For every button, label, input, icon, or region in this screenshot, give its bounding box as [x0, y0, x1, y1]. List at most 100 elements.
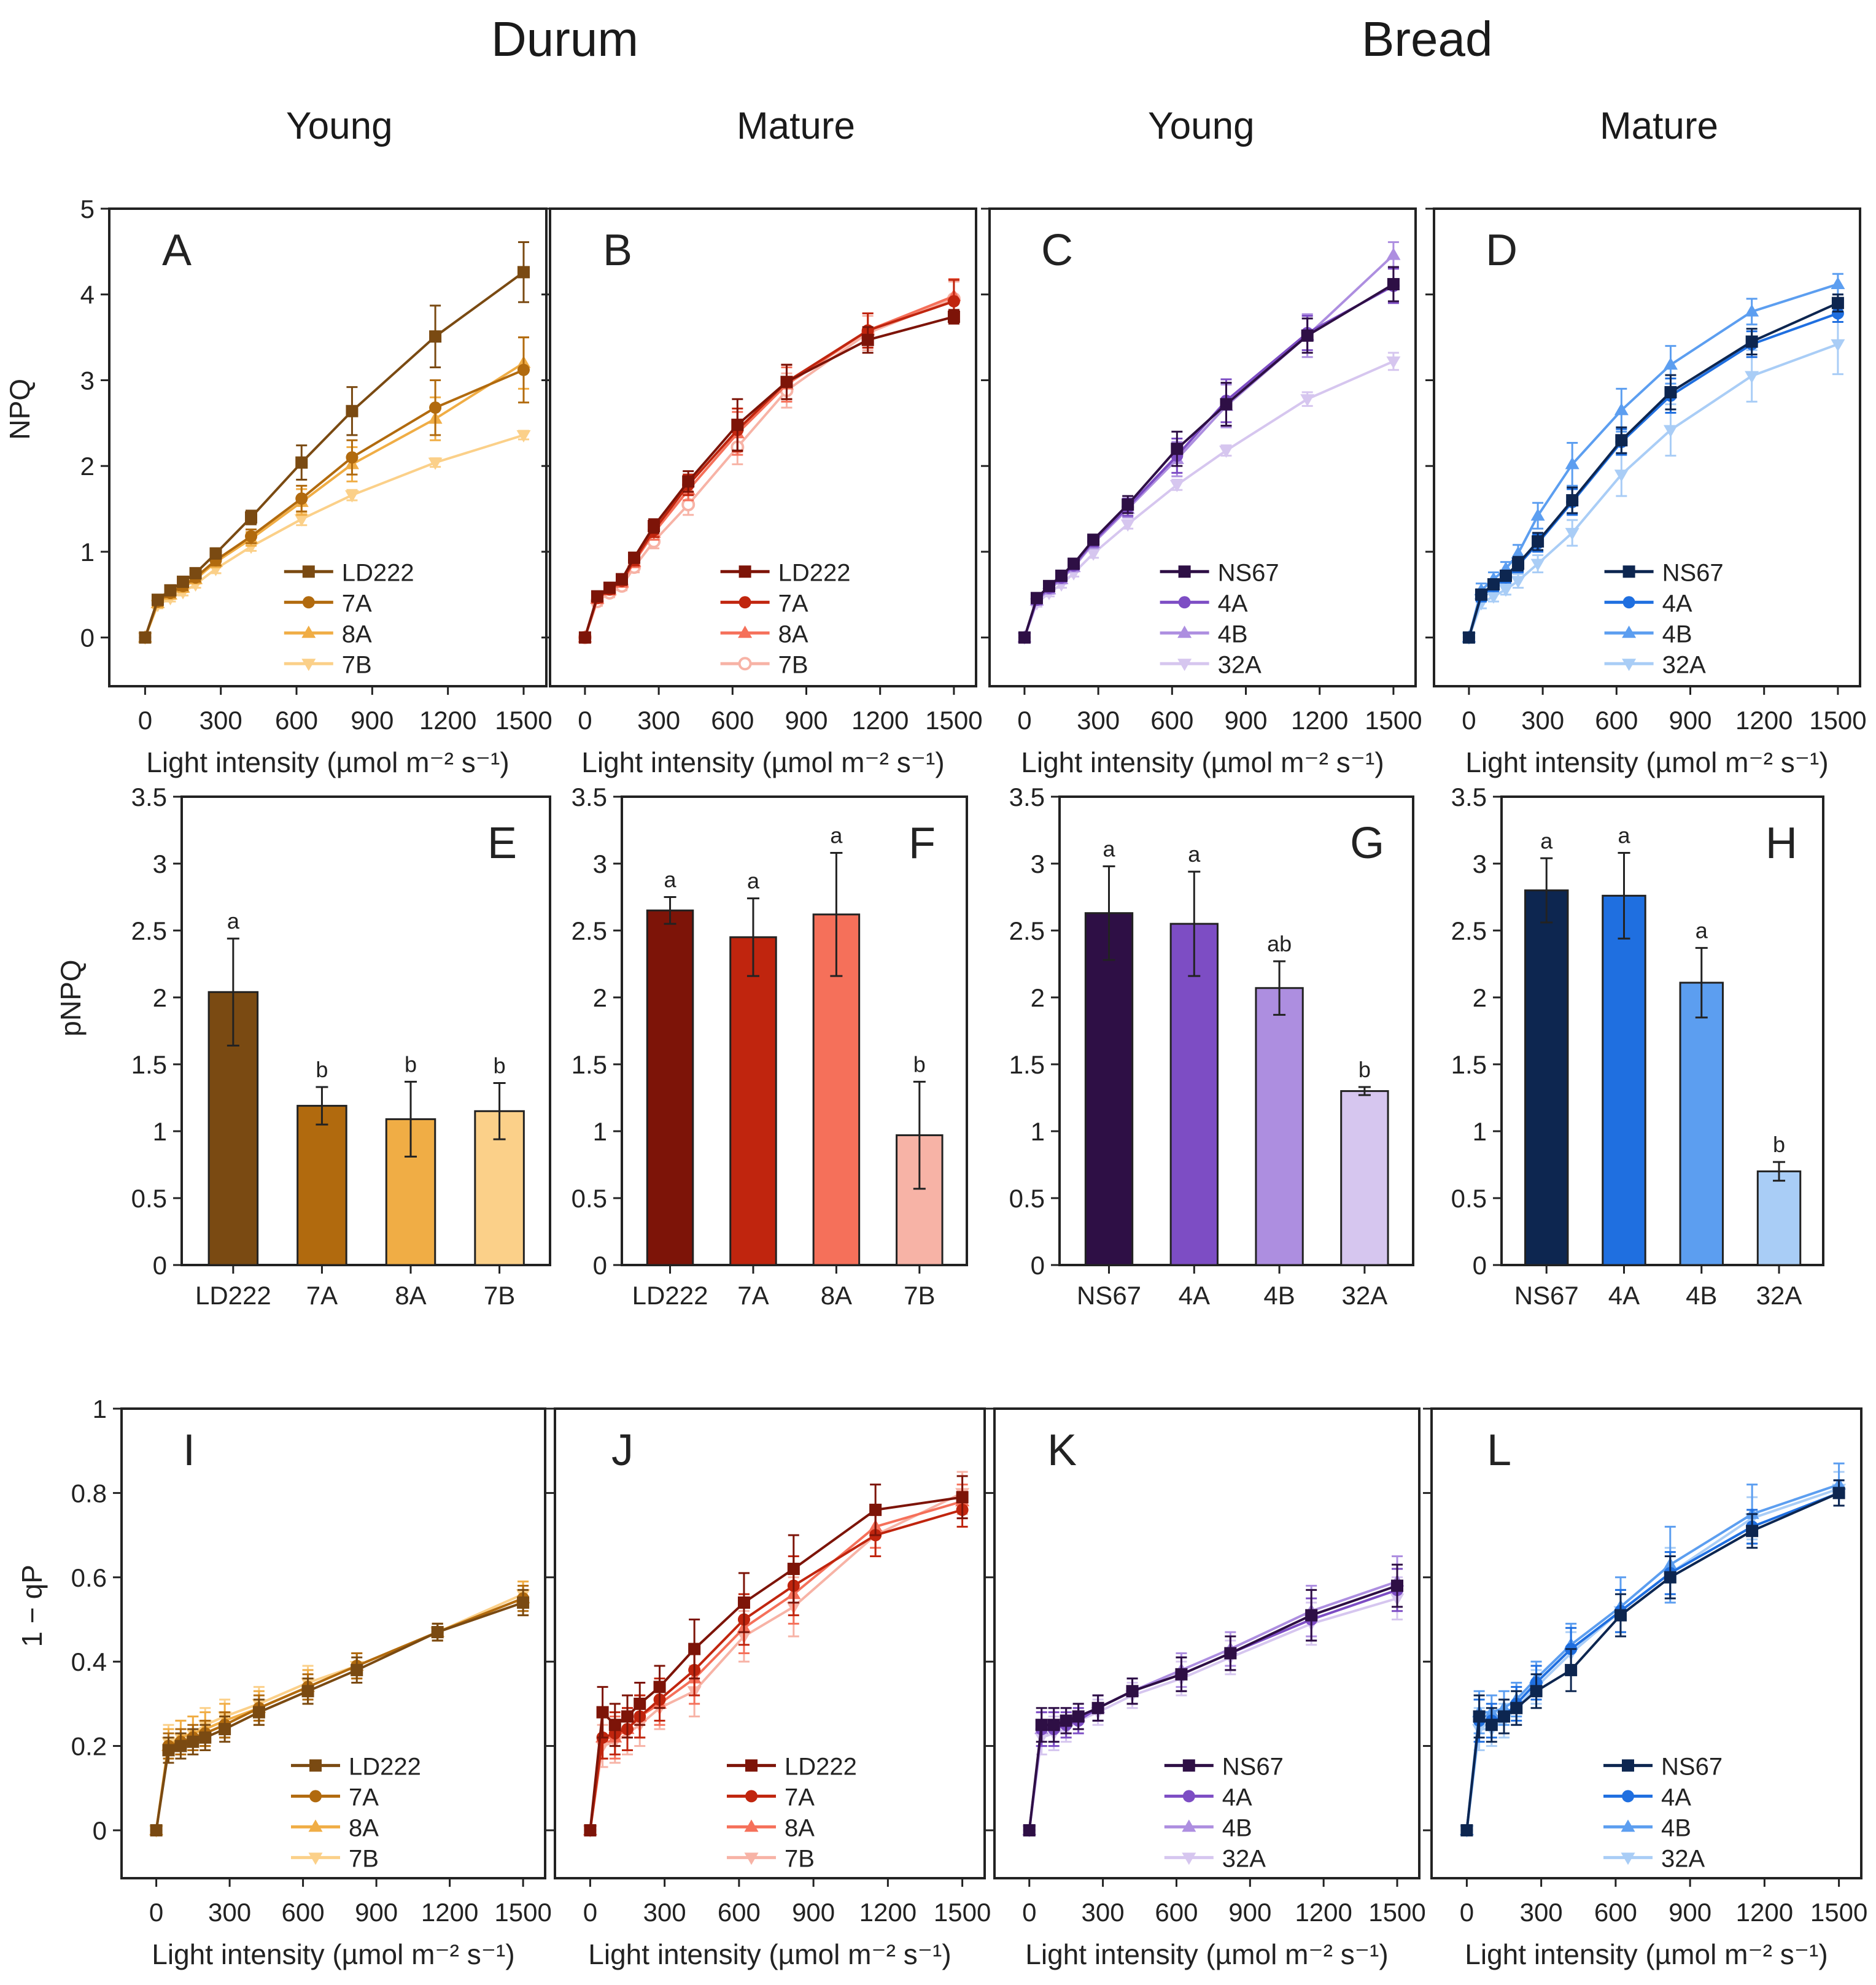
- data-point-ns67: [1530, 1685, 1543, 1698]
- x-tick-label: 600: [1595, 706, 1638, 735]
- legend-label: 7B: [785, 1845, 815, 1872]
- x-tick-label: NS67: [1077, 1281, 1141, 1310]
- significance-letter: b: [913, 1051, 926, 1077]
- series-line-ld222: [589, 1496, 963, 1831]
- data-point-7a: [346, 451, 359, 464]
- series-line-7b: [589, 1492, 963, 1831]
- x-tick-label: 1500: [494, 1898, 551, 1927]
- panel-e-frame: [180, 795, 551, 1266]
- legend-label: NS67: [1218, 559, 1279, 586]
- y-tick-label: 1.5: [1009, 1050, 1045, 1079]
- legend-marker: [738, 596, 751, 609]
- legend-marker: [302, 565, 315, 578]
- x-tick-label: 600: [1155, 1898, 1198, 1927]
- data-point-ns67: [1047, 1719, 1060, 1732]
- legend-marker: [738, 657, 752, 671]
- data-point-ld222: [517, 1596, 530, 1609]
- bar-7a: [729, 936, 777, 1266]
- data-point-4b: [1663, 357, 1678, 370]
- data-point-ns67: [1391, 1579, 1404, 1592]
- legend-marker: [744, 1819, 759, 1832]
- x-tick-label: 600: [1594, 1898, 1637, 1927]
- data-point-7b: [244, 541, 258, 554]
- data-point-ld222: [634, 1697, 646, 1710]
- panel-d-frame: [1433, 207, 1861, 687]
- series-line-8a: [589, 1500, 963, 1831]
- data-point-ld222: [245, 511, 258, 524]
- data-point-4b: [1745, 304, 1759, 317]
- data-point-ld222: [301, 1685, 314, 1698]
- x-tick-label: 1500: [1365, 706, 1422, 735]
- x-tick-label: 300: [1077, 706, 1120, 735]
- x-tick-label: 0: [1460, 1898, 1474, 1927]
- x-tick-label: 4B: [1686, 1281, 1717, 1310]
- data-point-32a: [1565, 528, 1579, 541]
- data-point-ld222: [199, 1731, 212, 1744]
- legend-marker: [1622, 659, 1637, 671]
- legend-label: 7A: [342, 590, 372, 617]
- series-line-8a: [584, 295, 955, 638]
- x-tick-label: 600: [711, 706, 754, 735]
- y-tick-label: 3.5: [1009, 783, 1045, 811]
- data-point-ns67: [1091, 1701, 1104, 1714]
- panel-h-frame: [1500, 795, 1824, 1266]
- series-line-4a: [1465, 1492, 1840, 1831]
- data-point-32a: [1530, 559, 1545, 571]
- legend-marker: [1621, 1819, 1635, 1832]
- data-point-ns67: [1614, 1609, 1627, 1622]
- y-axis-label-a: NPQ: [4, 379, 36, 440]
- data-point-ld222: [431, 1626, 444, 1639]
- y-tick-label: 0.4: [71, 1647, 107, 1676]
- legend-label: 7B: [778, 651, 808, 678]
- data-point-7b: [294, 514, 309, 527]
- data-point-ns67: [1462, 631, 1475, 644]
- data-point-ns67: [1126, 1685, 1139, 1698]
- significance-letter: b: [405, 1051, 417, 1077]
- y-tick-label: 3.5: [572, 783, 607, 811]
- x-tick-label: 900: [792, 1898, 835, 1927]
- x-tick-label: 8A: [821, 1281, 852, 1310]
- x-tick-label: 600: [718, 1898, 761, 1927]
- series-line-32a: [1468, 342, 1839, 638]
- data-point-7b: [344, 490, 359, 503]
- x-tick-label: 1200: [859, 1898, 917, 1927]
- x-tick-label: 0: [1462, 706, 1476, 735]
- y-tick-label: 0.5: [1009, 1184, 1045, 1213]
- y-tick-label: 0: [153, 1251, 167, 1280]
- data-point-ns67: [1035, 1719, 1048, 1732]
- y-tick-label: 2: [1473, 983, 1487, 1012]
- y-tick-label: 0: [1031, 1251, 1045, 1280]
- data-point-ns67: [1042, 579, 1055, 592]
- data-point-ns67: [1030, 592, 1043, 605]
- x-tick-label: 7A: [737, 1281, 769, 1310]
- y-tick-label: 0.6: [71, 1563, 107, 1592]
- data-point-ns67: [1072, 1710, 1085, 1723]
- data-point-ld222: [139, 631, 152, 644]
- x-tick-label: 32A: [1342, 1281, 1388, 1310]
- legend-marker: [309, 1790, 322, 1803]
- legend-label: 4B: [1218, 621, 1248, 648]
- panel-letter-g: G: [1350, 819, 1384, 868]
- data-point-ld222: [209, 547, 222, 560]
- legend-marker: [1182, 1759, 1195, 1772]
- legend-label: 32A: [1661, 1845, 1705, 1872]
- legend-label: 8A: [778, 621, 808, 648]
- data-point-32a: [1169, 479, 1184, 492]
- data-point-ld222: [189, 567, 202, 579]
- bar-7b: [474, 1110, 525, 1266]
- y-tick-label: 1: [153, 1117, 167, 1146]
- data-point-4a: [1831, 307, 1844, 320]
- legend-label: 8A: [785, 1814, 815, 1841]
- legend-marker: [301, 659, 316, 671]
- data-point-ld222: [187, 1735, 200, 1748]
- data-point-ns67: [1532, 535, 1545, 548]
- legend-marker: [1178, 596, 1191, 609]
- data-point-ld222: [151, 594, 164, 606]
- legend-label: 7B: [349, 1845, 379, 1872]
- panel-a-frame: [108, 207, 548, 687]
- x-axis-label-b: Light intensity (µmol m⁻² s⁻¹): [581, 746, 944, 778]
- y-tick-label: 2: [1031, 983, 1045, 1012]
- data-point-ns67: [1832, 1487, 1845, 1499]
- series-line-4a: [1028, 1588, 1398, 1831]
- x-tick-label: NS67: [1514, 1281, 1579, 1310]
